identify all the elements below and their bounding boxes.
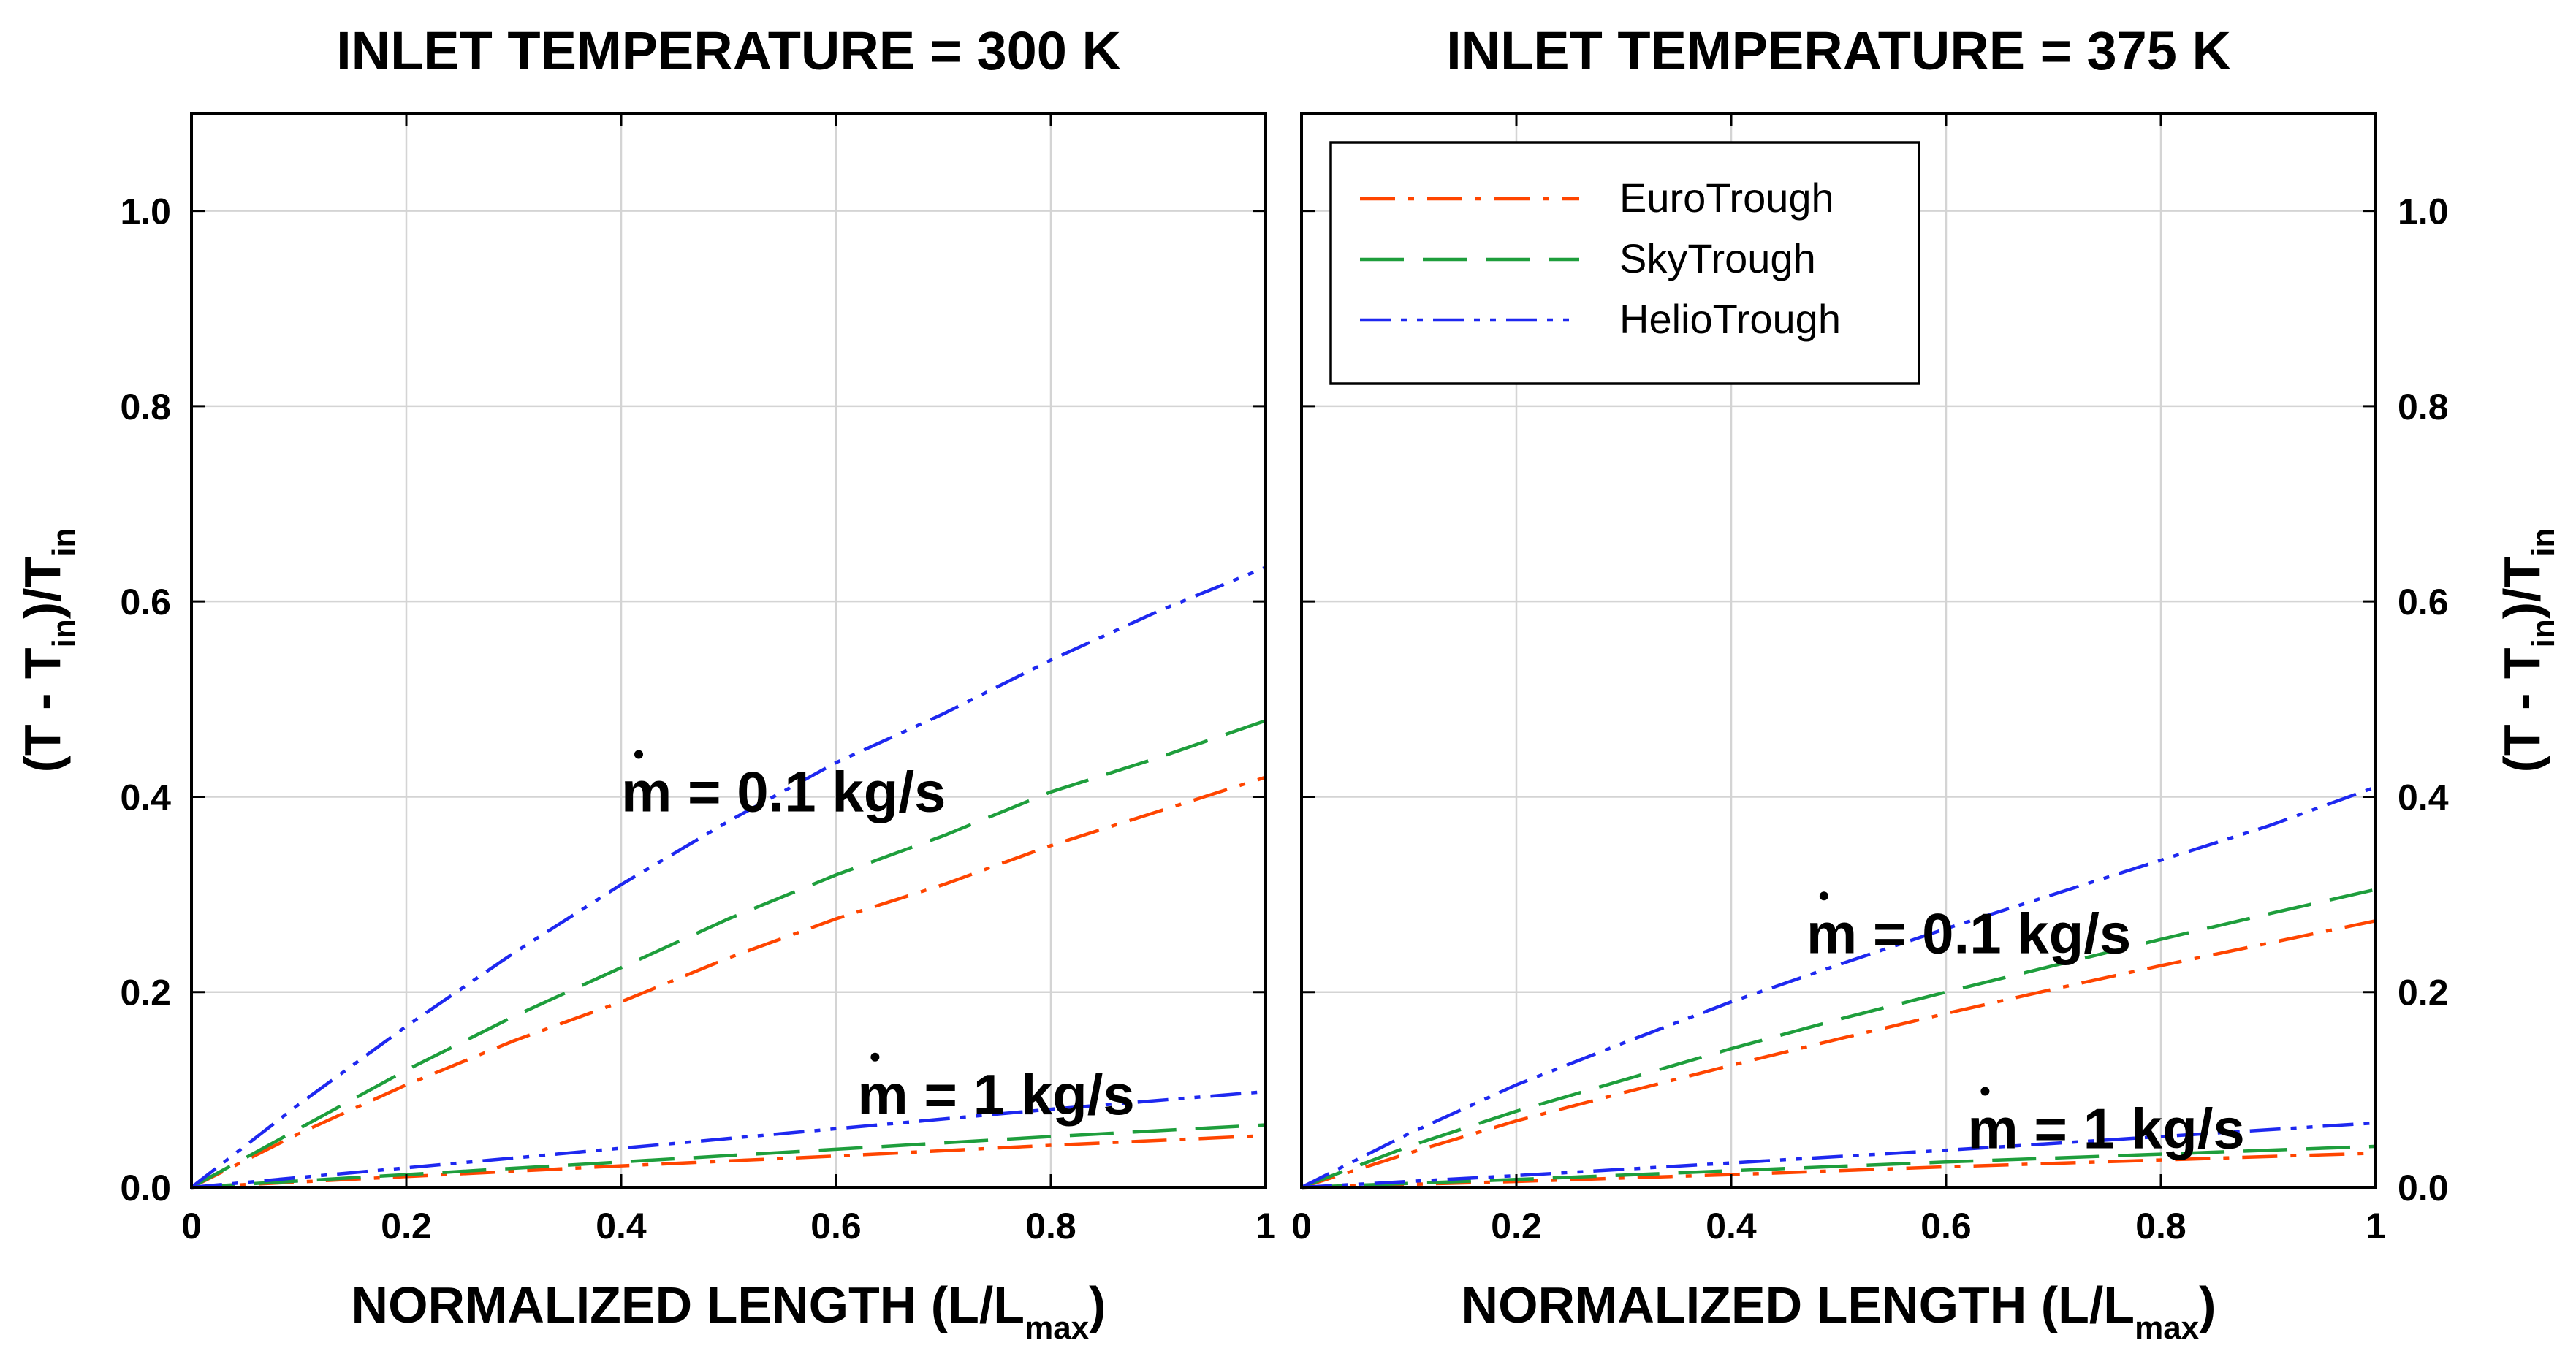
mass-flow-annotation: m = 0.1 kg/s bbox=[1806, 901, 2131, 965]
chart-panel-2: 0 0.2 0.4 0.6 0.8 1 0.0 0.2 0.4 0.6 0.8 1.0 INLET TE… bbox=[1291, 20, 2561, 1346]
label-part: )/T bbox=[2493, 557, 2550, 620]
series-line-heliotrough-1-kg-s bbox=[1301, 1121, 2376, 1190]
series-line-eurotrough-1-kg-s bbox=[191, 1133, 1266, 1190]
mass-flow-dot-icon bbox=[870, 1052, 880, 1062]
legend-label: SkyTrough bbox=[1619, 235, 1816, 281]
label-part: )/T bbox=[14, 557, 71, 620]
x-tick-label: 1 bbox=[1255, 1206, 1276, 1247]
series-line-heliotrough-0-1-kg-s bbox=[190, 566, 1266, 1189]
label-part: ) bbox=[2199, 1276, 2216, 1333]
label-part: ) bbox=[1089, 1276, 1106, 1333]
series-line-eurotrough-1-kg-s bbox=[1301, 1151, 2376, 1190]
series-line-eurotrough-0-1-kg-s bbox=[190, 775, 1266, 1190]
label-part: in bbox=[46, 619, 82, 647]
series-line-skytrough-1-kg-s bbox=[1301, 1144, 2376, 1190]
y-tick-label: 0.4 bbox=[120, 777, 171, 818]
mass-flow-annotation: m = 0.1 kg/s bbox=[621, 760, 946, 824]
y-axis-label: (T - Tin)/Tin bbox=[2493, 528, 2561, 773]
x-tick-label: 1 bbox=[2366, 1206, 2386, 1247]
legend: EuroTrough SkyTrough HelioTrough bbox=[1329, 141, 1920, 385]
legend-label: HelioTrough bbox=[1619, 296, 1841, 342]
y-axis-label: (T - Tin)/Tin bbox=[14, 528, 82, 773]
x-tick-label: 0 bbox=[1291, 1206, 1312, 1247]
mass-flow-dot-icon bbox=[634, 750, 643, 759]
label-part: max bbox=[2135, 1310, 2200, 1346]
x-tick-label: 0.4 bbox=[1706, 1206, 1757, 1247]
label-part: (T - T bbox=[14, 647, 71, 772]
mass-flow-annotation: m = 1 kg/s bbox=[857, 1062, 1134, 1127]
x-tick-label: 0.6 bbox=[1920, 1206, 1972, 1247]
x-axis-label: NORMALIZED LENGTH (L/Lmax) bbox=[352, 1276, 1106, 1346]
label-part: in bbox=[2526, 528, 2561, 557]
x-tick-label: 0.8 bbox=[1025, 1206, 1076, 1247]
label-part: NORMALIZED LENGTH (L/L bbox=[352, 1276, 1025, 1333]
label-part: (T - T bbox=[2493, 647, 2550, 772]
legend-box bbox=[1329, 141, 1920, 385]
x-tick-label: 0.2 bbox=[381, 1206, 432, 1247]
y-tick-label: 0.0 bbox=[2398, 1168, 2449, 1209]
label-part: max bbox=[1025, 1310, 1090, 1346]
plot-frame bbox=[190, 112, 1267, 1189]
x-tick-label: 0.8 bbox=[2135, 1206, 2186, 1247]
chart-title: INLET TEMPERATURE = 375 K bbox=[1446, 20, 2231, 81]
chart-panel-1: 0 0.2 0.4 0.6 0.8 1 0.0 0.2 0.4 0.6 0.8 1.0 INLET TE… bbox=[14, 20, 1276, 1346]
y-tick-label: 0.8 bbox=[2398, 387, 2449, 427]
series-line-heliotrough-1-kg-s bbox=[191, 1089, 1266, 1190]
x-axis-label: NORMALIZED LENGTH (L/Lmax) bbox=[1462, 1276, 2216, 1346]
plot-frame bbox=[1300, 112, 2377, 1189]
series-line-skytrough-0-1-kg-s bbox=[190, 719, 1266, 1189]
series-line-heliotrough-0-1-kg-s bbox=[1300, 785, 2376, 1190]
label-part: in bbox=[46, 528, 82, 557]
mass-flow-dot-icon bbox=[1819, 891, 1828, 901]
label-part: in bbox=[2526, 619, 2561, 647]
y-tick-label: 0.6 bbox=[120, 582, 171, 623]
y-tick-label: 0.8 bbox=[120, 387, 171, 427]
y-tick-label: 0.0 bbox=[120, 1168, 171, 1209]
chart-title: INLET TEMPERATURE = 300 K bbox=[336, 20, 1121, 81]
y-tick-label: 0.2 bbox=[2398, 973, 2449, 1013]
x-tick-label: 0 bbox=[181, 1206, 202, 1247]
x-tick-label: 0.2 bbox=[1491, 1206, 1542, 1247]
x-tick-label: 0.4 bbox=[596, 1206, 647, 1247]
label-part: NORMALIZED LENGTH (L/L bbox=[1462, 1276, 2135, 1333]
mass-flow-annotation: m = 1 kg/s bbox=[1967, 1097, 2244, 1161]
y-tick-label: 1.0 bbox=[120, 191, 171, 232]
x-tick-label: 0.6 bbox=[810, 1206, 862, 1247]
mass-flow-dot-icon bbox=[1980, 1087, 1990, 1096]
y-tick-label: 0.2 bbox=[120, 973, 171, 1013]
y-tick-label: 0.6 bbox=[2398, 582, 2449, 623]
y-tick-label: 0.4 bbox=[2398, 777, 2449, 818]
y-tick-label: 1.0 bbox=[2398, 191, 2449, 232]
series-line-skytrough-0-1-kg-s bbox=[1301, 888, 2376, 1190]
series-line-skytrough-1-kg-s bbox=[191, 1123, 1266, 1190]
plot-area bbox=[191, 113, 1266, 1187]
panels: 0 0.2 0.4 0.6 0.8 1 0.0 0.2 0.4 0.6 0.8 1.0 INLET TE… bbox=[14, 20, 2561, 1346]
series-line-eurotrough-0-1-kg-s bbox=[1301, 918, 2376, 1190]
legend-label: EuroTrough bbox=[1619, 175, 1834, 221]
